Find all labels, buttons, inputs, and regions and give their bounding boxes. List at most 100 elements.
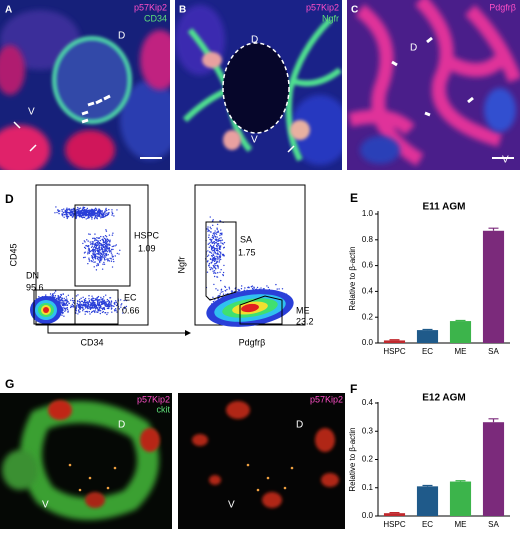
dot bbox=[89, 233, 91, 236]
dot bbox=[111, 254, 113, 256]
dot bbox=[93, 261, 95, 263]
dot bbox=[95, 304, 98, 307]
dot bbox=[263, 288, 265, 290]
dot bbox=[216, 223, 219, 226]
dot bbox=[94, 209, 97, 212]
dot bbox=[72, 210, 74, 213]
dot bbox=[213, 283, 215, 286]
dot bbox=[92, 310, 95, 312]
dot bbox=[65, 309, 67, 311]
gate-label: 0.66 bbox=[122, 305, 140, 315]
dot bbox=[111, 245, 113, 248]
axis-label: CD34 bbox=[80, 337, 103, 347]
dot bbox=[120, 304, 122, 306]
dot bbox=[106, 298, 109, 301]
dot bbox=[96, 239, 98, 242]
dot bbox=[105, 236, 108, 238]
dot bbox=[91, 211, 93, 213]
dot bbox=[281, 288, 284, 290]
x-tick-label: SA bbox=[488, 347, 499, 356]
dot bbox=[70, 214, 72, 216]
dot bbox=[212, 241, 214, 244]
dot bbox=[114, 301, 116, 304]
dot bbox=[86, 207, 89, 210]
dot bbox=[97, 242, 99, 244]
dot bbox=[57, 297, 59, 300]
marker-label: ckit bbox=[157, 404, 171, 414]
dot bbox=[206, 271, 209, 273]
dot bbox=[63, 302, 66, 305]
dot bbox=[213, 266, 215, 268]
dot bbox=[92, 237, 94, 240]
dot bbox=[212, 270, 214, 272]
dot bbox=[212, 296, 214, 298]
dot bbox=[105, 208, 107, 211]
dot bbox=[101, 308, 104, 311]
dot bbox=[99, 304, 102, 307]
dot bbox=[216, 247, 218, 250]
dot bbox=[87, 301, 89, 303]
image-b bbox=[175, 0, 342, 170]
dot bbox=[99, 261, 101, 264]
dot bbox=[96, 216, 98, 218]
dot bbox=[276, 288, 278, 290]
dot bbox=[217, 267, 219, 269]
dot bbox=[60, 294, 63, 296]
dot bbox=[102, 307, 104, 309]
dot bbox=[86, 304, 88, 306]
dot bbox=[214, 256, 216, 258]
dot bbox=[80, 214, 82, 216]
dot bbox=[215, 272, 217, 274]
dot bbox=[64, 310, 66, 312]
marker-label: p57Kip2 bbox=[310, 394, 343, 404]
gate-label: ME bbox=[296, 305, 310, 315]
dot bbox=[62, 211, 65, 214]
dot bbox=[108, 260, 111, 262]
dot bbox=[76, 211, 78, 213]
dot bbox=[213, 272, 215, 274]
dot bbox=[95, 299, 98, 301]
dot bbox=[210, 227, 212, 230]
dot bbox=[215, 233, 218, 235]
flow-plot bbox=[194, 184, 306, 327]
region-label: V bbox=[42, 500, 49, 511]
dot bbox=[214, 259, 217, 261]
dot bbox=[91, 242, 94, 245]
dot bbox=[102, 296, 105, 298]
dot bbox=[80, 209, 82, 212]
dot bbox=[71, 213, 73, 215]
dot bbox=[216, 252, 219, 254]
dot bbox=[108, 234, 111, 236]
dot bbox=[107, 307, 110, 309]
dot bbox=[76, 306, 78, 308]
dot bbox=[80, 216, 83, 218]
dot bbox=[112, 248, 114, 251]
dot bbox=[54, 290, 57, 292]
dot bbox=[220, 242, 222, 244]
dot bbox=[94, 239, 96, 241]
dot bbox=[211, 250, 213, 252]
dot bbox=[61, 304, 64, 307]
marker-label: p57Kip2 bbox=[306, 2, 339, 12]
dot bbox=[66, 217, 68, 220]
dot bbox=[108, 249, 110, 252]
dot bbox=[103, 237, 106, 240]
dot bbox=[106, 313, 108, 316]
dot bbox=[102, 255, 104, 257]
dot bbox=[73, 306, 75, 308]
dot bbox=[84, 256, 86, 259]
dot bbox=[102, 239, 105, 242]
dot bbox=[75, 213, 78, 215]
dot bbox=[107, 312, 109, 314]
dot bbox=[88, 305, 90, 308]
dot bbox=[212, 253, 214, 256]
y-tick-label: 0.4 bbox=[362, 287, 374, 296]
dot bbox=[209, 226, 211, 228]
dot bbox=[109, 250, 111, 252]
dot bbox=[215, 288, 217, 290]
dot bbox=[102, 311, 105, 313]
dot bbox=[101, 257, 103, 259]
dot bbox=[98, 309, 100, 312]
dot bbox=[110, 303, 112, 306]
dot bbox=[75, 308, 77, 310]
